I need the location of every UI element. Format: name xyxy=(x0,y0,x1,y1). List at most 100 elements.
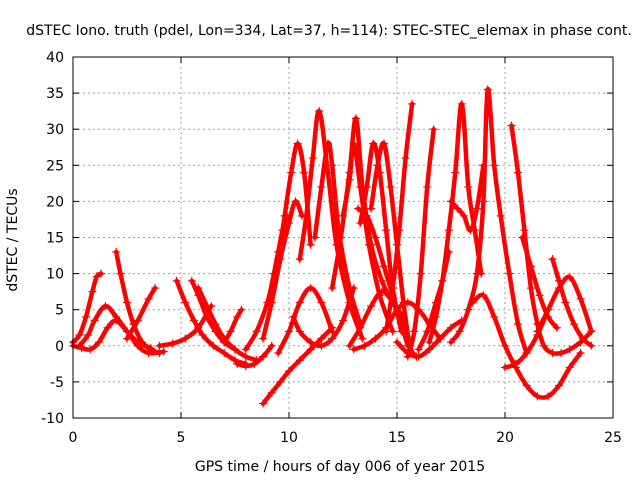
data-point xyxy=(513,320,523,329)
data-point xyxy=(276,377,285,386)
data-point xyxy=(233,359,242,368)
data-point xyxy=(150,283,160,293)
data-point xyxy=(362,211,371,220)
data-point xyxy=(295,298,304,307)
y-tick-label: 15 xyxy=(46,231,64,247)
data-point xyxy=(276,255,285,264)
y-tick-label: 30 xyxy=(46,122,64,138)
series-25 xyxy=(382,99,417,336)
series-5 xyxy=(122,283,160,343)
series-8 xyxy=(194,283,261,365)
data-point xyxy=(258,399,268,408)
series-10 xyxy=(220,305,246,347)
data-point xyxy=(403,348,412,358)
data-point xyxy=(446,323,456,332)
data-point xyxy=(382,226,391,235)
data-point xyxy=(317,182,326,192)
data-point xyxy=(414,345,423,354)
data-point xyxy=(576,348,585,358)
data-point xyxy=(369,139,378,148)
data-point xyxy=(526,283,536,293)
data-point xyxy=(345,341,354,350)
y-tick-label: 25 xyxy=(46,158,64,174)
x-tick-label: 25 xyxy=(604,430,622,446)
data-point xyxy=(490,312,499,322)
data-point xyxy=(511,359,520,368)
data-point xyxy=(168,339,177,348)
series-line xyxy=(275,285,335,356)
data-point xyxy=(302,211,311,220)
data-point xyxy=(565,345,574,354)
series-line xyxy=(347,289,406,349)
data-point xyxy=(280,211,289,220)
data-point xyxy=(382,323,391,332)
data-point xyxy=(258,352,268,361)
data-point xyxy=(438,276,447,285)
data-point xyxy=(101,301,110,311)
data-point xyxy=(552,323,561,332)
data-point xyxy=(88,287,97,296)
data-point xyxy=(92,272,101,281)
data-point xyxy=(300,168,309,177)
data-point xyxy=(328,334,337,343)
data-point xyxy=(408,99,417,109)
series-line xyxy=(520,235,560,331)
series-15 xyxy=(258,197,307,343)
series-11 xyxy=(233,341,276,371)
data-point xyxy=(533,327,542,336)
data-point xyxy=(317,334,326,343)
series-line xyxy=(550,256,594,349)
data-point xyxy=(479,291,488,300)
data-point xyxy=(526,262,536,271)
series-1 xyxy=(68,269,106,347)
data-point xyxy=(520,226,529,235)
data-point xyxy=(103,323,112,332)
data-point xyxy=(116,269,125,278)
data-point xyxy=(518,233,527,242)
data-point xyxy=(533,392,542,401)
data-point xyxy=(358,334,367,343)
x-tick-label: 10 xyxy=(280,430,298,446)
data-point xyxy=(189,316,199,325)
x-tick-label: 20 xyxy=(496,430,514,446)
data-point xyxy=(295,327,304,336)
data-point xyxy=(576,294,585,303)
data-point xyxy=(373,161,382,170)
data-point xyxy=(360,341,369,350)
data-point xyxy=(338,211,348,220)
data-point xyxy=(306,345,315,354)
series-line xyxy=(113,249,162,356)
data-point xyxy=(252,327,261,336)
data-point xyxy=(295,255,304,264)
series-35 xyxy=(507,121,596,358)
data-point xyxy=(386,182,395,192)
data-point xyxy=(388,298,397,307)
data-point xyxy=(554,276,564,285)
series-line xyxy=(124,285,158,341)
data-point xyxy=(258,334,268,343)
data-point xyxy=(423,182,432,192)
series-line xyxy=(260,325,335,406)
data-point xyxy=(181,334,190,343)
data-point xyxy=(500,341,510,350)
data-point xyxy=(379,262,389,271)
x-tick-label: 15 xyxy=(388,430,406,446)
series-26 xyxy=(345,287,408,350)
data-point xyxy=(349,283,358,293)
data-point xyxy=(446,197,456,206)
data-point xyxy=(472,204,482,213)
data-point xyxy=(295,356,304,365)
data-point xyxy=(416,269,425,278)
data-point xyxy=(133,341,142,350)
data-point xyxy=(565,273,574,282)
data-point xyxy=(429,125,438,134)
data-point xyxy=(94,338,104,347)
data-point xyxy=(351,114,361,123)
x-axis-label: GPS time / hours of day 006 of year 2015 xyxy=(195,459,485,475)
data-point xyxy=(267,388,276,397)
data-point xyxy=(317,341,326,350)
data-point xyxy=(96,269,106,278)
data-point xyxy=(539,341,548,350)
data-point xyxy=(388,283,397,293)
data-point xyxy=(483,85,492,94)
